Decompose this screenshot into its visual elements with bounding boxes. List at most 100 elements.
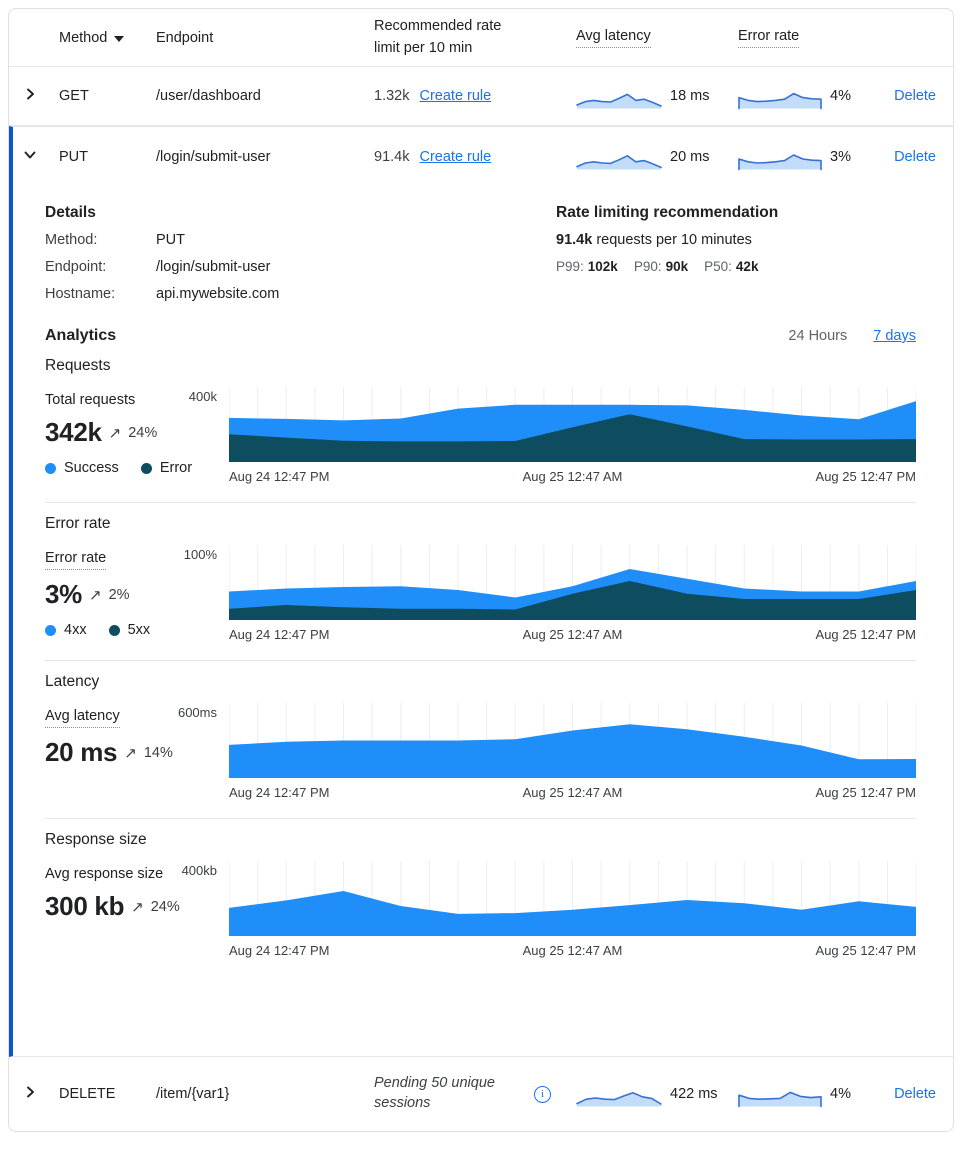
detail-field-method: Method: PUT — [45, 232, 185, 248]
rate-limit-header-label: Recommended rate limit per 10 min — [374, 18, 502, 56]
pending-sessions-note: Pending 50 unique sessions — [374, 1075, 495, 1111]
analytics-header: Analytics 24 Hours 7 days — [45, 327, 916, 345]
method-header-label: Method — [59, 29, 108, 46]
error-rate-label[interactable]: Error rate — [45, 550, 107, 570]
total-requests-value: 342k — [45, 417, 102, 447]
error-rate-sparkline — [738, 92, 822, 110]
latency-sparkline — [576, 154, 662, 169]
latency-delta: 14% — [143, 744, 173, 761]
5xx-legend-dot-icon — [108, 624, 120, 636]
section-divider — [45, 818, 916, 819]
table-header-row: Method Endpoint Recommended rate limit p… — [9, 9, 953, 67]
expanded-bottom-spacer — [45, 958, 916, 1056]
detail-field-hostname: Hostname: api.mywebsite.com — [45, 286, 280, 302]
delete-button[interactable]: Delete — [894, 148, 936, 165]
endpoint-cell: /item/{var1} — [156, 1086, 230, 1102]
create-rule-link[interactable]: Create rule — [419, 88, 492, 104]
success-legend-dot-icon — [45, 462, 56, 474]
endpoint-cell: /login/submit-user — [156, 148, 271, 165]
section-divider — [45, 660, 916, 661]
trend-up-icon: ↗ — [108, 424, 122, 442]
error-rate-legend: 4xx 5xx — [45, 622, 229, 638]
method-cell: DELETE — [59, 1086, 116, 1102]
response-size-delta: 24% — [150, 898, 180, 915]
endpoint-column-header: Endpoint — [156, 30, 374, 46]
method-column-header[interactable]: Method — [59, 30, 156, 46]
rate-recommendation-panel: Rate limiting recommendation 91.4k reque… — [556, 200, 778, 313]
trend-up-icon: ↗ — [88, 586, 102, 604]
expanded-row-put: PUT /login/submit-user 91.4k Create rule… — [9, 126, 953, 1057]
time-range-switch: 24 Hours 7 days — [788, 328, 916, 344]
latency-sparkline — [576, 93, 662, 109]
info-icon[interactable]: i — [534, 1085, 551, 1103]
response-size-y-axis-max: 400kb — [181, 863, 217, 878]
total-requests-label: Total requests — [45, 392, 136, 408]
error-rate-header-label: Error rate — [738, 28, 800, 48]
latency-sparkline — [576, 1092, 662, 1107]
error-rate-value-big: 3% — [45, 579, 82, 609]
response-size-x-axis: Aug 24 12:47 PM Aug 25 12:47 AM Aug 25 1… — [229, 943, 916, 958]
requests-delta: 24% — [128, 424, 158, 441]
latency-value: 422 ms — [670, 1086, 718, 1102]
expand-chevron-right-icon[interactable] — [23, 87, 37, 101]
latency-section: Latency Avg latency 20 ms ↗ 14% 600ms — [45, 673, 916, 800]
percentiles-row: P99: 102k P90: 90k P50: 42k — [556, 259, 759, 274]
expand-chevron-right-icon[interactable] — [23, 1085, 37, 1099]
method-cell: PUT — [59, 148, 88, 165]
requests-area-chart — [229, 387, 916, 462]
requests-legend: Success Error — [45, 460, 229, 476]
details-panel: Details Method: PUT Endpoint: /login/sub… — [45, 200, 556, 313]
latency-section-title: Latency — [45, 673, 100, 690]
table-row-put[interactable]: PUT /login/submit-user 91.4k Create rule… — [13, 127, 953, 186]
error-rate-y-axis-max: 100% — [183, 547, 217, 562]
range-7-days-link[interactable]: 7 days — [873, 328, 916, 344]
latency-value: 18 ms — [670, 88, 710, 104]
create-rule-link[interactable]: Create rule — [419, 148, 492, 165]
details-title: Details — [45, 204, 96, 221]
avg-latency-value-big: 20 ms — [45, 737, 118, 767]
error-rate-value: 3% — [830, 148, 851, 165]
latency-area-chart — [229, 703, 916, 778]
error-rate-area-chart — [229, 545, 916, 620]
analytics-title: Analytics — [45, 327, 117, 344]
latency-x-axis: Aug 24 12:47 PM Aug 25 12:47 AM Aug 25 1… — [229, 785, 916, 800]
collapse-chevron-down-icon[interactable] — [23, 148, 37, 162]
error-rate-sparkline — [738, 1091, 822, 1108]
latency-value: 20 ms — [670, 148, 710, 165]
error-rate-value: 4% — [830, 88, 851, 104]
rate-recommendation-title: Rate limiting recommendation — [556, 204, 779, 221]
delete-button[interactable]: Delete — [894, 88, 936, 104]
requests-x-axis: Aug 24 12:47 PM Aug 25 12:47 AM Aug 25 1… — [229, 469, 916, 484]
error-rate-delta: 2% — [108, 586, 130, 603]
table-row-delete[interactable]: DELETE /item/{var1} Pending 50 unique se… — [9, 1057, 953, 1131]
avg-response-size-label: Avg response size — [45, 866, 164, 882]
latency-y-axis-max: 600ms — [177, 705, 217, 720]
avg-latency-column-header[interactable]: Avg latency — [576, 28, 738, 48]
rate-limit-value: 1.32k — [374, 88, 410, 104]
error-rate-x-axis: Aug 24 12:47 PM Aug 25 12:47 AM Aug 25 1… — [229, 627, 916, 642]
table-row-get[interactable]: GET /user/dashboard 1.32k Create rule 18… — [9, 67, 953, 126]
avg-latency-label[interactable]: Avg latency — [45, 708, 120, 728]
detail-field-endpoint: Endpoint: /login/submit-user — [45, 259, 271, 275]
avg-latency-header-label: Avg latency — [576, 28, 651, 48]
method-cell: GET — [59, 88, 89, 104]
requests-section-title: Requests — [45, 357, 111, 374]
delete-button[interactable]: Delete — [894, 1086, 936, 1102]
method-filter-caret-icon[interactable] — [114, 35, 125, 42]
error-rate-section: Error rate Error rate 3% ↗ 2% 4xx 5xx — [45, 515, 916, 642]
trend-up-icon: ↗ — [124, 744, 137, 762]
error-rate-value: 4% — [830, 1086, 851, 1102]
requests-section: Requests Total requests 342k ↗ 24% Succe… — [45, 357, 916, 484]
rate-limit-value: 91.4k — [374, 148, 410, 165]
error-legend-dot-icon — [140, 462, 152, 474]
4xx-legend-dot-icon — [45, 624, 56, 636]
section-divider — [45, 502, 916, 503]
trend-up-icon: ↗ — [131, 898, 144, 916]
error-rate-sparkline — [738, 153, 822, 170]
response-size-area-chart — [229, 861, 916, 936]
response-size-section: Response size Avg response size 300 kb ↗… — [45, 831, 916, 958]
error-rate-column-header[interactable]: Error rate — [738, 28, 891, 48]
range-24-hours[interactable]: 24 Hours — [788, 328, 848, 344]
endpoint-cell: /user/dashboard — [156, 88, 261, 104]
requests-y-axis-max: 400k — [188, 389, 217, 404]
